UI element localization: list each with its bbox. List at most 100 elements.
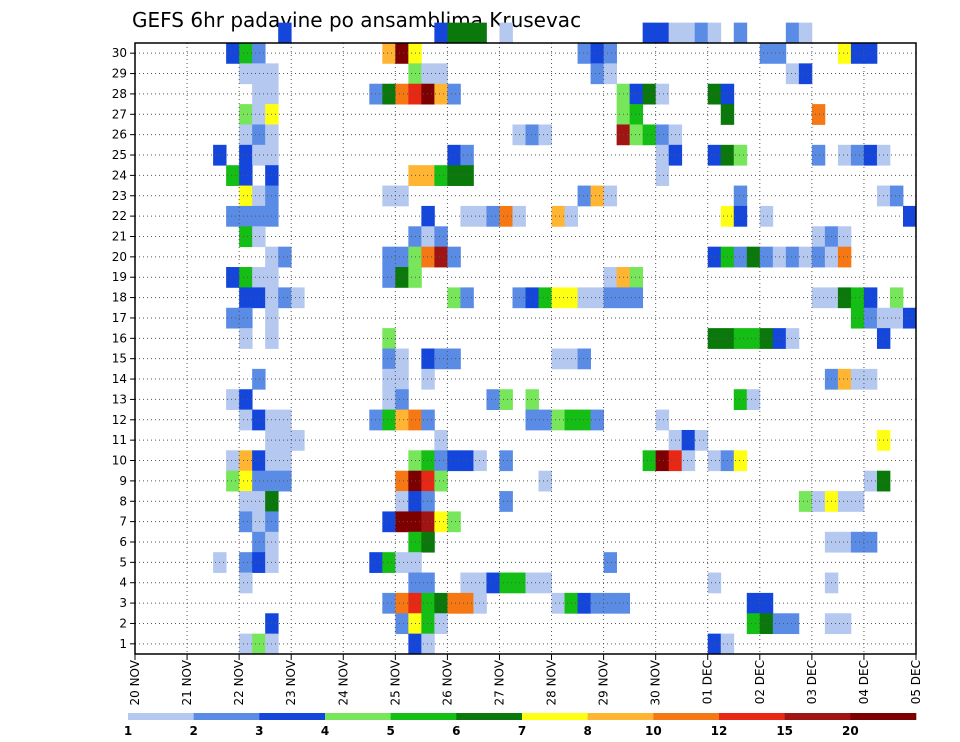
y-tick-label: 14	[112, 372, 127, 386]
heatmap-cell	[707, 328, 722, 349]
heatmap-cell	[421, 409, 435, 431]
heatmap-cell	[642, 450, 657, 472]
y-tick-label: 19	[112, 270, 127, 284]
heatmap-cell	[850, 307, 865, 329]
heatmap-cell	[889, 287, 904, 309]
heatmap-cell	[460, 22, 474, 44]
heatmap-cell	[668, 22, 683, 44]
heatmap-cell	[733, 389, 748, 410]
heatmap-cell	[252, 409, 266, 431]
heatmap-cell	[395, 409, 409, 431]
heatmap-cell	[759, 246, 774, 268]
heatmap-cell	[421, 470, 435, 492]
heatmap-cell	[655, 22, 670, 44]
heatmap-cell	[499, 205, 513, 227]
heatmap-cell	[811, 491, 826, 512]
heatmap-cell	[226, 470, 240, 492]
heatmap-cell	[850, 287, 865, 309]
heatmap-cell	[759, 328, 774, 349]
heatmap-cell	[239, 491, 253, 512]
heatmap-cell	[239, 287, 253, 309]
heatmap-cell	[291, 287, 305, 309]
heatmap-cell	[707, 22, 722, 44]
colorbar-label: 1	[124, 724, 132, 738]
heatmap-cell	[421, 531, 435, 553]
y-tick-label: 21	[112, 229, 127, 243]
heatmap-cells	[213, 22, 917, 655]
heatmap-cell	[655, 83, 670, 105]
heatmap-cell	[551, 348, 565, 370]
heatmap-cell	[278, 450, 292, 472]
heatmap-cell	[395, 592, 409, 614]
heatmap-cell	[733, 185, 748, 207]
colorbar-label: 4	[321, 724, 329, 738]
heatmap-cell	[538, 470, 552, 492]
heatmap-cell	[278, 409, 292, 431]
y-tick-label: 24	[112, 168, 127, 182]
y-tick-label: 23	[112, 189, 127, 203]
heatmap-cell	[642, 22, 657, 44]
heatmap-cell	[733, 205, 748, 227]
heatmap-cell	[499, 22, 513, 44]
heatmap-cell	[447, 144, 461, 166]
heatmap-cell	[421, 205, 435, 227]
heatmap-cell	[239, 409, 253, 431]
heatmap-cell	[239, 572, 253, 594]
heatmap-cell	[395, 470, 409, 492]
heatmap-cell	[278, 287, 292, 309]
heatmap-cell	[837, 246, 852, 268]
y-tick-label: 27	[112, 107, 127, 121]
heatmap-cell	[759, 592, 774, 614]
heatmap-cell	[239, 185, 253, 207]
colorbar-label: 6	[452, 724, 460, 738]
heatmap-cell	[499, 450, 513, 472]
heatmap-cell	[551, 409, 565, 431]
heatmap-cell	[785, 22, 800, 44]
heatmap-cell	[629, 83, 644, 105]
heatmap-cell	[538, 572, 552, 594]
x-tick-label: 29 NOV	[597, 659, 611, 705]
heatmap-cell	[863, 368, 878, 390]
y-tick-label: 4	[119, 576, 127, 590]
colorbar-label: 12	[711, 724, 728, 738]
heatmap-cell	[902, 205, 917, 227]
colorbar-label: 5	[386, 724, 394, 738]
heatmap-cell	[850, 368, 865, 390]
heatmap-cell	[252, 470, 266, 492]
heatmap-cell	[473, 205, 487, 227]
colorbar-swatch	[325, 713, 391, 720]
plot-frame	[134, 42, 917, 655]
heatmap-cell	[499, 389, 513, 410]
heatmap-cell	[239, 307, 253, 329]
y-tick-label: 3	[119, 596, 127, 610]
x-tick-label: 22 NOV	[232, 659, 246, 705]
heatmap-cell	[551, 592, 565, 614]
heatmap-cell	[811, 287, 826, 309]
heatmap-cell	[759, 205, 774, 227]
heatmap-cell	[473, 572, 487, 594]
heatmap-cell	[226, 267, 240, 288]
heatmap-cell	[707, 144, 722, 166]
heatmap-cell	[278, 22, 292, 44]
heatmap-cell	[382, 409, 396, 431]
x-tick-label: 30 NOV	[649, 659, 663, 705]
heatmap-cell	[837, 43, 852, 64]
heatmap-cell	[421, 83, 435, 105]
x-tick-label: 05 DEC	[909, 660, 923, 704]
heatmap-cell	[681, 429, 696, 451]
heatmap-cell	[434, 511, 448, 533]
heatmap-cell	[226, 43, 240, 64]
heatmap-cell	[226, 389, 240, 410]
heatmap-cell	[239, 205, 253, 227]
y-tick-label: 20	[112, 250, 127, 264]
heatmap-cell	[395, 368, 409, 390]
heatmap-cell	[629, 267, 644, 288]
heatmap-cell	[837, 287, 852, 309]
heatmap-cell	[382, 83, 396, 105]
heatmap-cell	[486, 572, 500, 594]
y-tick-label: 16	[112, 331, 127, 345]
heatmap-cell	[278, 470, 292, 492]
heatmap-cell	[239, 633, 253, 655]
colorbar-swatch	[587, 713, 654, 720]
heatmap-cell	[434, 470, 448, 492]
